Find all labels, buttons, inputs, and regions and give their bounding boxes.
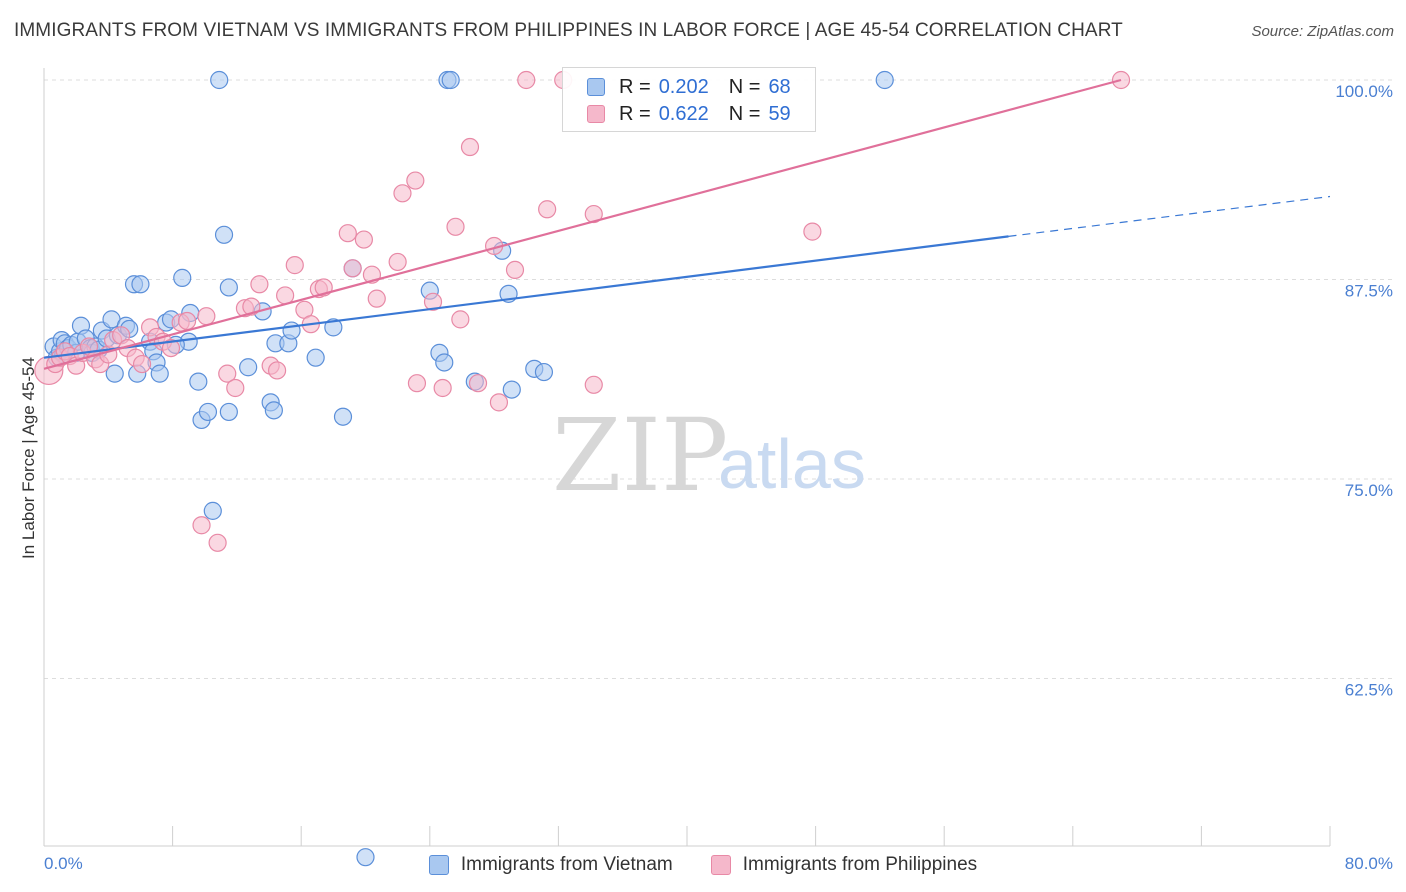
watermark-zip: ZIP bbox=[552, 397, 728, 514]
trend-line-philippines bbox=[43, 78, 1122, 370]
legend-swatch-vietnam bbox=[428, 855, 449, 875]
y-tick-label: 100.0% bbox=[1335, 82, 1393, 101]
watermark-atlas: atlas bbox=[718, 425, 866, 503]
point-vietnam bbox=[356, 848, 375, 867]
legend-item-vietnam[interactable]: Immigrants from Vietnam bbox=[428, 854, 673, 876]
legend-row-vietnam: R = 0.202 N = 68 bbox=[587, 75, 791, 99]
x-tick-label-max: 80.0% bbox=[1345, 854, 1393, 873]
legend-swatch-vietnam bbox=[587, 78, 605, 96]
point-vietnam bbox=[219, 402, 238, 422]
stats-legend: R = 0.202 N = 68 R = 0.622 N = 59 bbox=[562, 67, 816, 132]
legend-r-value: 0.202 bbox=[658, 75, 709, 98]
y-axis-label: In Labor Force | Age 45-54 bbox=[19, 357, 38, 559]
point-philippines bbox=[803, 222, 822, 241]
y-tick-label: 87.5% bbox=[1345, 281, 1393, 300]
legend-n-value: 68 bbox=[768, 75, 791, 98]
watermark: ZIP atlas bbox=[552, 397, 866, 514]
point-vietnam bbox=[441, 70, 460, 90]
axes bbox=[43, 68, 1331, 847]
point-philippines bbox=[192, 516, 211, 535]
point-philippines bbox=[208, 533, 227, 552]
point-vietnam bbox=[324, 318, 343, 337]
point-philippines bbox=[584, 204, 603, 224]
point-philippines bbox=[407, 374, 427, 393]
legend-r-label: R = bbox=[619, 102, 651, 125]
point-vietnam bbox=[306, 348, 325, 367]
point-vietnam bbox=[534, 362, 554, 382]
point-philippines bbox=[460, 137, 480, 157]
point-philippines bbox=[451, 310, 470, 329]
point-vietnam bbox=[150, 364, 169, 383]
trend-line-vietnam-extension bbox=[1008, 195, 1331, 237]
point-philippines bbox=[505, 260, 525, 280]
point-philippines bbox=[285, 256, 304, 275]
point-vietnam bbox=[264, 401, 283, 420]
legend-swatch-philippines bbox=[710, 855, 731, 875]
point-vietnam bbox=[219, 278, 238, 297]
y-tick-labels: 100.0% 87.5% 75.0% 62.5% bbox=[1335, 82, 1393, 699]
point-philippines bbox=[226, 378, 245, 398]
trend-lines bbox=[43, 78, 1331, 370]
point-philippines bbox=[423, 292, 443, 311]
point-philippines bbox=[276, 286, 295, 305]
point-vietnam bbox=[173, 268, 192, 287]
legend-n-label: N = bbox=[728, 102, 761, 125]
point-vietnam bbox=[214, 225, 234, 244]
legend-n-label: N = bbox=[728, 75, 761, 98]
point-philippines bbox=[197, 307, 216, 326]
point-vietnam bbox=[131, 275, 150, 294]
x-tick-label-min: 0.0% bbox=[44, 854, 83, 873]
y-tick-label: 75.0% bbox=[1345, 481, 1393, 500]
point-vietnam bbox=[189, 372, 208, 391]
point-philippines bbox=[242, 297, 261, 316]
gridlines bbox=[44, 79, 1392, 679]
point-philippines bbox=[584, 375, 603, 394]
point-philippines bbox=[406, 171, 425, 190]
point-vietnam bbox=[435, 353, 454, 372]
point-philippines bbox=[354, 230, 373, 249]
point-vietnam bbox=[210, 70, 229, 90]
legend-label-philippines: Immigrants from Philippines bbox=[742, 854, 978, 875]
point-philippines bbox=[468, 374, 488, 393]
point-vietnam bbox=[198, 402, 218, 422]
point-vietnam bbox=[239, 358, 258, 377]
point-philippines bbox=[267, 361, 287, 380]
point-philippines bbox=[338, 224, 357, 243]
point-philippines bbox=[161, 339, 181, 358]
trend-line-vietnam bbox=[43, 235, 1009, 359]
y-tick-label: 62.5% bbox=[1345, 680, 1393, 699]
point-vietnam bbox=[875, 70, 894, 90]
chart-title: IMMIGRANTS FROM VIETNAM VS IMMIGRANTS FR… bbox=[14, 20, 1123, 41]
point-philippines bbox=[367, 289, 386, 308]
legend-row-philippines: R = 0.622 N = 59 bbox=[587, 102, 791, 126]
point-vietnam bbox=[502, 380, 521, 399]
point-philippines bbox=[177, 311, 197, 331]
point-philippines bbox=[388, 252, 407, 272]
point-vietnam bbox=[105, 364, 124, 383]
point-philippines bbox=[446, 217, 465, 236]
point-vietnam bbox=[282, 321, 301, 340]
legend-item-philippines[interactable]: Immigrants from Philippines bbox=[710, 854, 978, 876]
point-philippines bbox=[433, 378, 452, 398]
x-tick-labels: 0.0% 80.0% bbox=[44, 854, 1393, 873]
legend-n-value: 59 bbox=[768, 102, 791, 125]
source-label: Source: ZipAtlas.com bbox=[1251, 23, 1394, 40]
point-vietnam bbox=[333, 407, 353, 426]
point-philippines bbox=[538, 200, 557, 219]
point-philippines bbox=[489, 393, 509, 412]
point-philippines bbox=[343, 259, 362, 278]
series-legend: Immigrants from Vietnam Immigrants from … bbox=[0, 852, 1406, 878]
legend-label-vietnam: Immigrants from Vietnam bbox=[460, 854, 673, 875]
point-vietnam bbox=[203, 501, 222, 520]
point-philippines bbox=[393, 184, 412, 203]
point-philippines bbox=[517, 70, 536, 90]
legend-swatch-philippines bbox=[587, 105, 605, 123]
point-philippines bbox=[250, 275, 269, 294]
point-philippines bbox=[218, 364, 237, 383]
point-philippines bbox=[132, 354, 152, 374]
legend-r-value: 0.622 bbox=[658, 102, 709, 125]
legend-r-label: R = bbox=[619, 75, 651, 98]
